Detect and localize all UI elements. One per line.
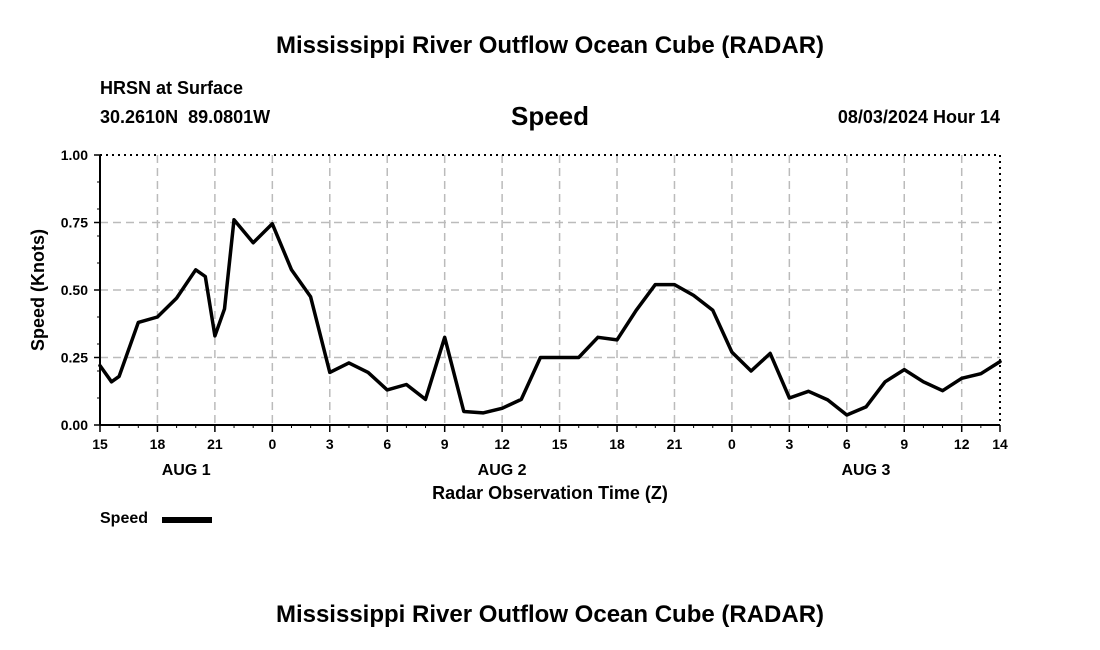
day-label: AUG 3 [842,462,891,479]
x-tick-label: 15 [552,436,568,452]
x-tick-label: 0 [728,436,736,452]
x-tick-label: 21 [667,436,683,452]
x-tick-label: 9 [441,436,449,452]
footer-title: Mississippi River Outflow Ocean Cube (RA… [275,601,825,628]
x-tick-label: 6 [383,436,391,452]
x-tick-label: 14 [992,436,1008,452]
y-tick-label: 0.00 [61,417,88,433]
y-axis-title: Speed (Knots) [28,229,48,351]
y-tick-label: 0.25 [61,350,88,366]
legend-label: Speed [100,510,149,527]
x-tick-label: 3 [785,436,793,452]
station-name: HRSN at Surface [100,78,244,98]
x-tick-label: 12 [494,436,510,452]
day-label: AUG 1 [162,462,211,479]
day-label: AUG 2 [478,462,527,479]
x-tick-label: 9 [900,436,908,452]
date-hour: 08/03/2024 Hour 14 [837,107,1000,127]
x-tick-label: 18 [150,436,166,452]
x-tick-label: 12 [954,436,970,452]
chart-title: Mississippi River Outflow Ocean Cube (RA… [275,32,825,59]
y-tick-label: 0.75 [61,215,88,231]
x-tick-label: 18 [609,436,625,452]
x-axis-title: Radar Observation Time (Z) [432,483,668,503]
legend-line-swatch [162,517,212,523]
x-tick-label: 0 [268,436,276,452]
series-line-speed [98,218,1002,417]
x-tick-label: 6 [843,436,851,452]
station-coordinates: 30.2610N 89.0801W [100,107,271,127]
x-tick-label: 3 [326,436,334,452]
y-tick-label: 0.50 [61,282,88,298]
y-tick-label: 1.00 [61,147,88,163]
x-tick-label: 21 [207,436,223,452]
variable-title: Speed [510,101,590,131]
x-tick-label: 15 [92,436,108,452]
